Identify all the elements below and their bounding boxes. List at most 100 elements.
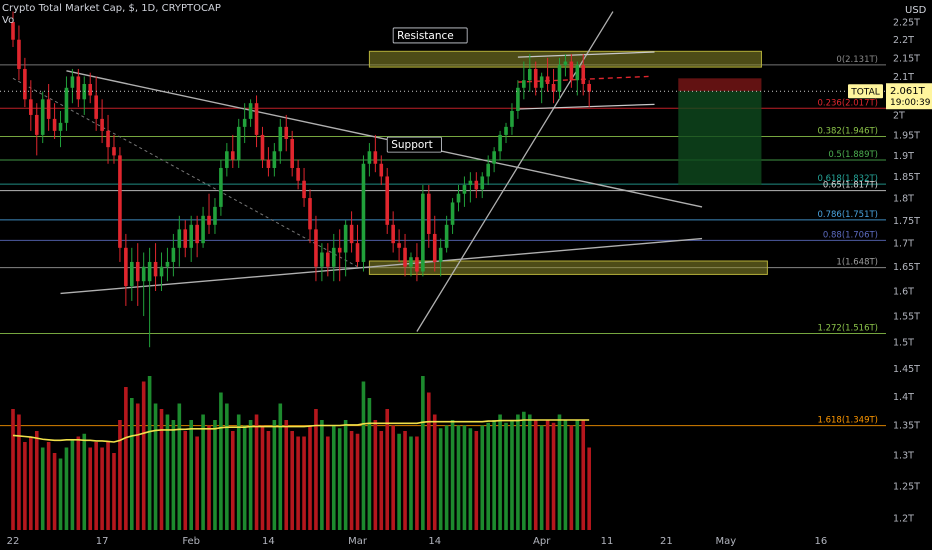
volume-bar [118,420,122,530]
volume-bar [100,447,104,530]
y-tick-label: 2.15T [893,53,920,64]
volume-bar [219,392,223,530]
candle-body [581,65,586,84]
y-tick-label: 1.75T [893,216,920,227]
volume-bar [183,431,188,530]
volume-indicator-label[interactable]: Vo [2,15,15,26]
volume-bar [326,436,330,530]
volume-bar [17,414,21,530]
candle-body [575,65,580,81]
volume-bar [290,431,294,530]
y-tick-label: 1.4T [893,392,914,403]
candle-body [284,126,289,139]
annotation-box [386,136,442,153]
volume-bar [575,420,580,530]
y-tick-label: 2.25T [893,18,920,29]
candle-body [320,252,324,267]
volume-ma-line [12,419,590,443]
volume-bar [397,433,401,530]
candle-body [76,76,81,100]
volume-bar [331,425,336,530]
volume-bar [177,403,182,530]
candle-body [397,243,401,248]
volume-bar [551,422,556,530]
trendline [66,70,703,208]
volume-bar [64,447,69,530]
volume-bar [153,403,158,530]
volume-bar [201,414,205,530]
volume-bar [474,431,479,530]
candle-body [480,176,485,190]
volume-bar [450,420,455,530]
candle-body [17,39,21,69]
chart-header: Crypto Total Market Cap, $, 1D, CRYPTOCA… [2,3,221,27]
candle-body [468,180,473,186]
volume-bar [403,431,407,530]
candle-body [296,167,300,181]
volume-bar [320,420,324,530]
candle-body [432,233,437,262]
candle-body [46,99,51,119]
candle-body [331,247,336,267]
volume-bar [248,420,253,530]
volume-bar [272,420,277,530]
volume-bar [23,442,27,530]
candle-body [326,252,330,267]
volume-bar [373,420,378,530]
candle-body [106,130,110,148]
candle-body [213,206,217,225]
volume-bar [581,420,586,530]
y-tick-label: 1.2T [893,514,914,525]
volume-bar [468,428,473,530]
volume-bar [563,420,568,530]
candle-body [403,247,407,267]
candle-body [171,247,176,262]
volume-bar [207,425,211,530]
x-tick-label: 22 [7,536,20,547]
symbol-name: TOTAL [850,88,880,98]
candle-body [230,151,235,160]
short-position [678,78,762,186]
y-tick-label: 1.6T [893,287,914,298]
last-price-value: 2.061T [890,86,926,97]
volume-bar [124,387,128,530]
support-zone [368,260,768,275]
annotation-box [392,27,468,44]
volume-bar [492,420,496,530]
volume-bar [510,420,514,530]
fib-label: 1.272(1.516T) [818,324,879,334]
volume-bar [438,428,443,530]
y-tick-label: 1.35T [893,421,920,432]
x-tick-label: 14 [428,536,441,547]
candle-body [165,261,170,267]
x-tick-label: 21 [660,536,673,547]
volume-bar [314,409,318,530]
candle-body [527,68,532,81]
candle-body [551,83,556,92]
candle-body [236,126,241,160]
candle-body [391,224,395,244]
candle-body [355,243,360,262]
volume-bar [254,414,259,530]
volume-bar [112,453,116,530]
candle-body [498,134,502,152]
volume-bar [189,420,193,530]
volume-bar [165,414,170,530]
candle-body [242,118,247,127]
candle-body [563,61,568,66]
trendlines [12,11,703,332]
price-box [886,83,932,110]
symbol-title[interactable]: Crypto Total Market Cap, $, 1D, CRYPTOCA… [2,3,221,14]
candle-body [159,266,164,277]
candle-body [337,247,342,253]
candle-body [177,229,182,248]
candle-body [456,193,461,203]
fib-label: 0.5(1.889T) [828,150,878,160]
candle-body [539,76,544,88]
candle-body [248,103,253,119]
candle-body [427,193,431,234]
candle-body [290,138,294,168]
volume-bar [343,420,348,530]
y-tick-label: 1.8T [893,194,914,205]
